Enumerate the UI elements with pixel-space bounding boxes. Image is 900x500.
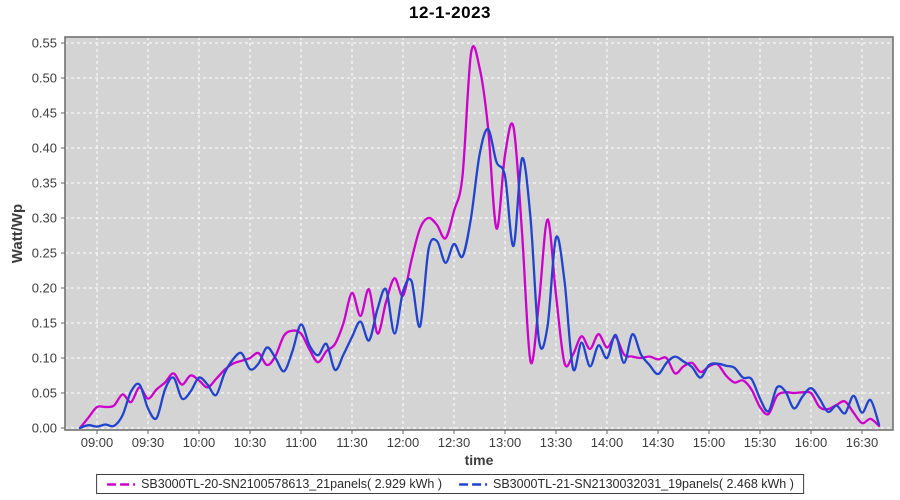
x-tick-label: 10:30 (234, 435, 267, 450)
legend-item-series-0: SB3000TL-20-SN2100578613_21panels( 2.929… (106, 477, 442, 491)
legend-label-series-0: SB3000TL-20-SN2100578613_21panels( 2.929… (141, 477, 442, 491)
series-path-0 (78, 45, 881, 430)
y-tick-label: 0.35 (32, 176, 57, 191)
x-tick-label: 13:30 (540, 435, 573, 450)
x-tick-label: 11:00 (285, 435, 317, 450)
x-tick-label: 14:30 (642, 435, 675, 450)
legend: SB3000TL-20-SN2100578613_21panels( 2.929… (96, 474, 804, 494)
series-path-1 (78, 127, 881, 430)
y-tick-label: 0.05 (32, 386, 57, 401)
y-tick-label: 0.20 (32, 281, 57, 296)
y-tick-label: 0.10 (32, 351, 57, 366)
x-tick-label: 15:30 (744, 435, 777, 450)
y-tick-label: 0.25 (32, 246, 57, 261)
y-tick-label: 0.00 (32, 421, 57, 436)
x-tick-label: 11:30 (336, 435, 368, 450)
y-tick-label: 0.50 (32, 71, 57, 86)
legend-label-series-1: SB3000TL-21-SN2130032031_19panels( 2.468… (493, 477, 794, 491)
x-tick-label: 15:00 (693, 435, 726, 450)
x-tick-label: 12:30 (438, 435, 471, 450)
series-1-line-swatch (458, 482, 488, 487)
y-tick-label: 0.55 (32, 36, 57, 51)
x-tick-label: 16:00 (795, 435, 828, 450)
x-tick-label: 10:00 (183, 435, 216, 450)
x-tick-label: 14:00 (591, 435, 624, 450)
x-axis-title: time (465, 452, 494, 468)
legend-item-series-1: SB3000TL-21-SN2130032031_19panels( 2.468… (458, 477, 794, 491)
series-0-line-swatch (106, 482, 136, 487)
y-tick-label: 0.30 (32, 211, 57, 226)
plot-area: 0.00 0.05 0.10 0.15 0.20 0.25 0.30 0.35 0.40 0.45… (9, 36, 894, 468)
x-tick-label: 16:30 (846, 435, 879, 450)
y-tick-label: 0.40 (32, 141, 57, 156)
plot-background (65, 37, 893, 430)
chart-title: 12-1-2023 (408, 3, 491, 22)
plot-border (64, 36, 894, 431)
x-tick-label: 13:00 (489, 435, 522, 450)
x-tick-label: 09:30 (132, 435, 165, 450)
y-tick-label: 0.45 (32, 106, 57, 121)
x-tick-label: 12:00 (387, 435, 420, 450)
y-tick-label: 0.15 (32, 316, 57, 331)
x-tick-label: 09:00 (81, 435, 114, 450)
y-axis-title: Watt/Wp (9, 204, 26, 263)
